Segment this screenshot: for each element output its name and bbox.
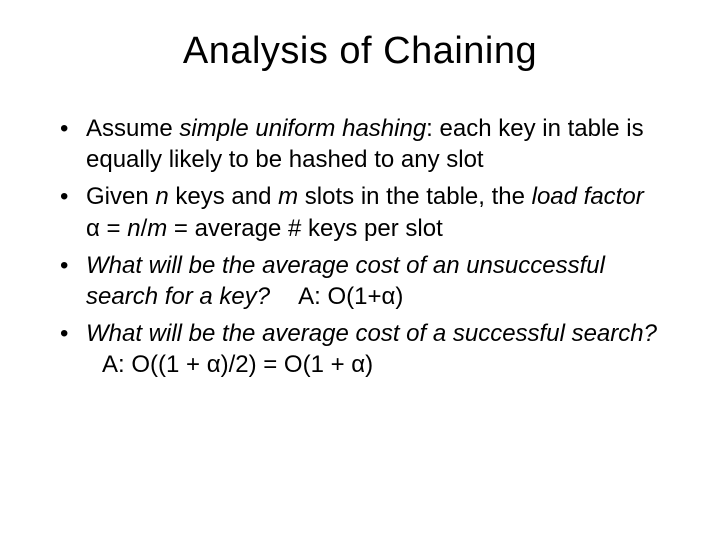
b2-t2: keys and <box>169 183 278 210</box>
bullet-list: Assume simple uniform hashing: each key … <box>60 113 660 381</box>
slide-title: Analysis of Chaining <box>40 30 680 73</box>
b2-lf: load factor <box>532 183 644 210</box>
slide: Analysis of Chaining Assume simple unifo… <box>0 0 720 540</box>
b1-pre: Assume <box>86 115 179 142</box>
b2-n: n <box>155 183 168 210</box>
b2-t3: slots in the table, the <box>298 183 531 210</box>
b4-ans-mid: )/2) = O(1 + <box>221 351 352 378</box>
b2-alpha: α <box>86 215 100 242</box>
b2-m: m <box>278 183 298 210</box>
b2-t5: = average # keys per slot <box>167 215 442 242</box>
bullet-1: Assume simple uniform hashing: each key … <box>60 113 660 175</box>
b4-ans-post: ) <box>365 351 373 378</box>
bullet-4: What will be the average cost of a succe… <box>60 318 660 380</box>
b2-t1: Given <box>86 183 155 210</box>
b4-alpha2: α <box>351 351 365 378</box>
b4-ans-pre: A: O((1 + <box>102 351 207 378</box>
b2-mm: m <box>147 215 167 242</box>
b1-em: simple uniform hashing <box>179 115 426 142</box>
b3-ans-pre: A: O(1+ <box>298 283 381 310</box>
b3-alpha: α <box>381 283 395 310</box>
b2-nm: n <box>127 215 140 242</box>
b4-alpha1: α <box>207 351 221 378</box>
bullet-2: Given n keys and m slots in the table, t… <box>60 181 660 243</box>
bullet-3: What will be the average cost of an unsu… <box>60 250 660 312</box>
b3-ans-post: ) <box>395 283 403 310</box>
b4-em: What will be the average cost of a succe… <box>86 320 657 347</box>
b2-eq1: = <box>100 215 127 242</box>
